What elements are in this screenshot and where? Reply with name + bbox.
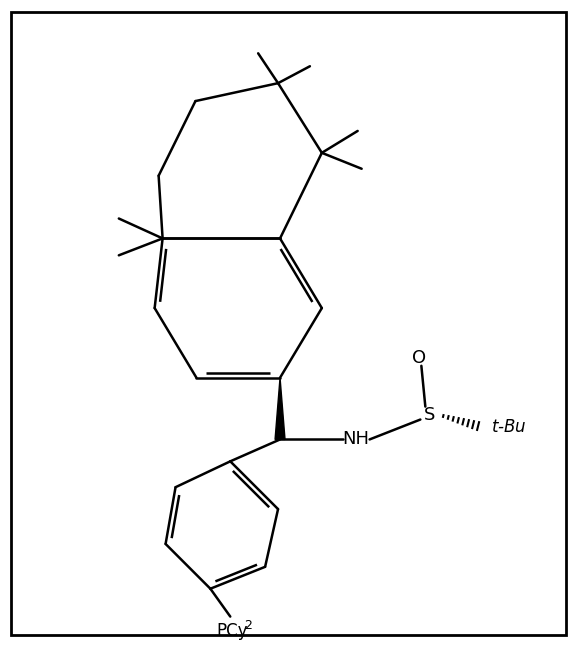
Text: S: S <box>424 406 435 424</box>
Text: PCy: PCy <box>216 622 248 639</box>
Text: NH: NH <box>342 430 369 448</box>
Text: $t$-Bu: $t$-Bu <box>491 419 527 437</box>
Text: 2: 2 <box>244 619 252 631</box>
Text: O: O <box>413 349 426 367</box>
Polygon shape <box>275 378 285 439</box>
